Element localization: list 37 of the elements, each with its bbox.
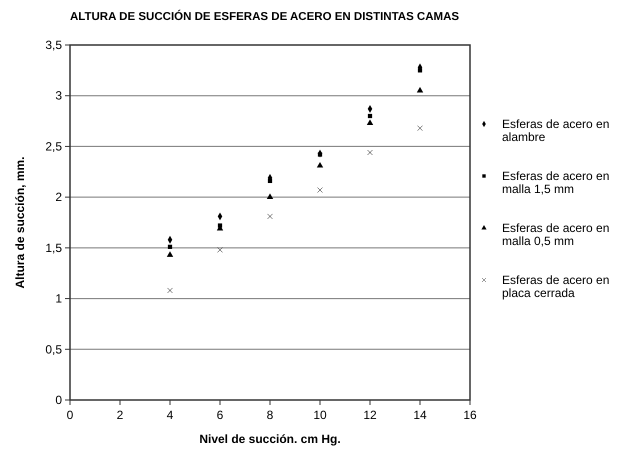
point [418,68,422,72]
y-tick-label: 2 [55,190,62,204]
point [316,162,324,168]
y-tick-label: 3 [55,88,62,103]
x-tick-label: 8 [266,408,274,422]
y-tick-label: 0 [55,393,62,407]
point [366,119,374,125]
x-tick-label: 6 [216,408,224,422]
x-tick-label: 2 [116,408,124,422]
point [266,193,274,200]
legend-label: Esferas de acero en placa cerrada [502,273,610,300]
x-tick-label: 0 [66,408,74,422]
point [317,187,323,193]
chart-title: ALTURA DE SUCCIÓN DE ESFERAS DE ACERO EN DISTINTAS CAMAS [70,9,460,23]
legend-label: Esferas de acero en malla 1,5 mm [502,169,610,196]
point [267,214,273,220]
point [416,86,424,93]
x-tick-label: 10 [313,408,327,422]
x-axis-title: Nivel de succión. cm Hg. [199,432,341,446]
y-tick-label: 0,5 [45,342,62,356]
y-axis-title: Altura de succión, mm. [13,156,27,289]
y-tick-label: 2,5 [45,139,62,154]
y-tick-label: 3,5 [45,38,62,52]
point [166,251,174,257]
legend-label: Esferas de acero en malla 0,5 mm [502,221,610,248]
point [367,150,373,156]
point [168,244,172,249]
legend-label: Esferas de acero en alambre [502,117,610,144]
point [217,247,223,253]
x-tick-label: 14 [413,408,427,422]
point [417,125,423,131]
x-tick-label: 16 [463,408,477,422]
x-tick-label: 12 [363,408,377,422]
y-tick-label: 1,5 [45,240,62,255]
x-tick-label: 4 [166,408,174,422]
point [167,288,173,294]
y-tick-label: 1 [55,292,62,306]
